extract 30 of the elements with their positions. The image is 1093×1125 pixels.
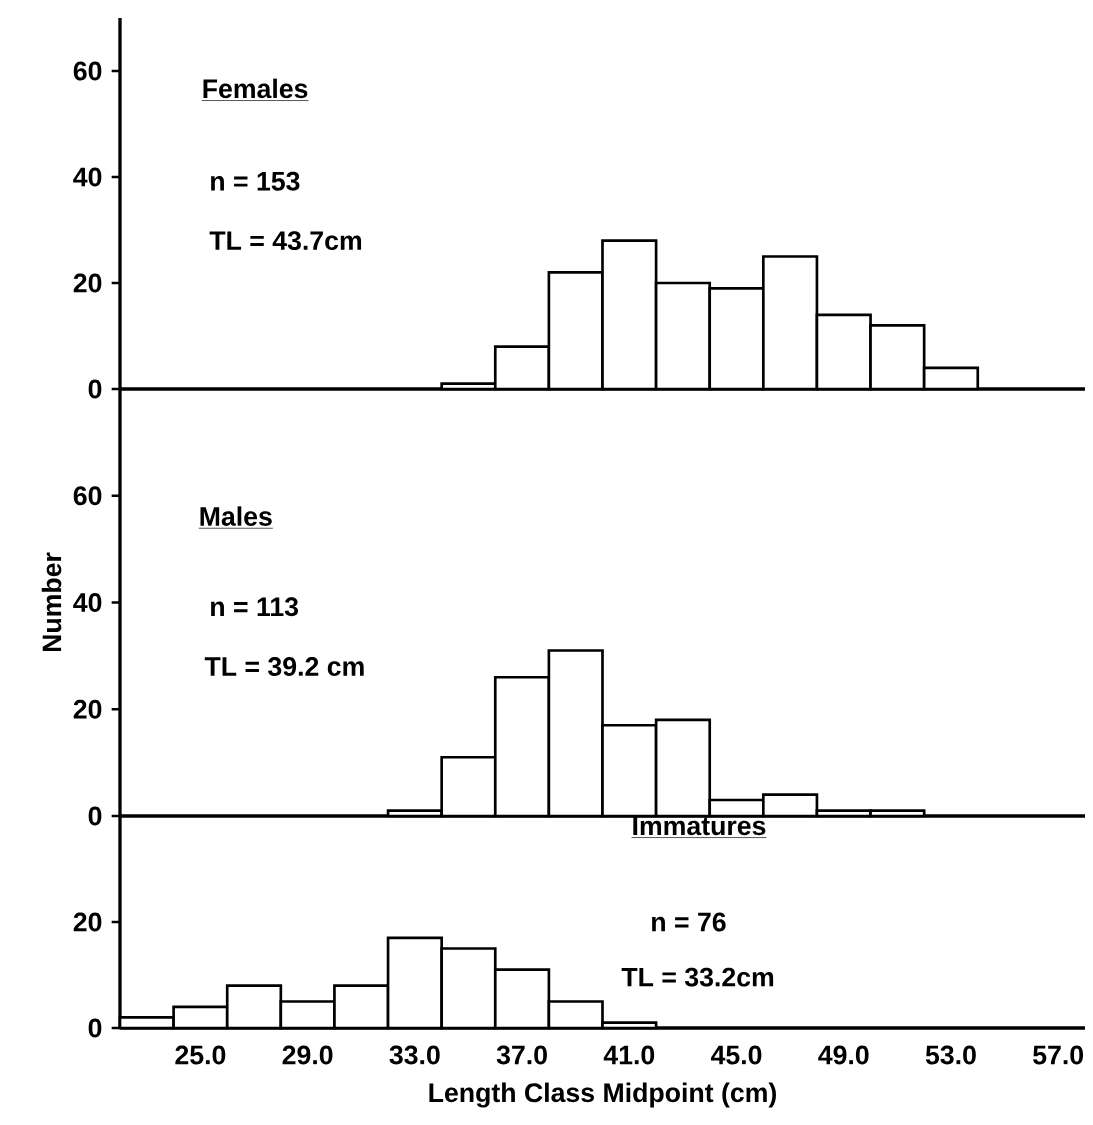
y-tick-label: 40	[73, 167, 102, 187]
annotation: TL = 33.2cm	[621, 967, 774, 987]
y-tick-label: 20	[73, 699, 102, 719]
chart-title: Immatures	[633, 816, 766, 836]
x-tick-label: 29.0	[282, 1045, 333, 1065]
annotation: TL = 39.2 cm	[204, 657, 364, 676]
x-tick-label: 49.0	[818, 1045, 869, 1065]
y-tick-label: 20	[73, 273, 102, 293]
x-tick-label: 45.0	[710, 1045, 762, 1065]
annotation: n = 113	[211, 597, 299, 617]
y-axis-title: Number	[41, 552, 62, 652]
y-tick-label: 60	[73, 486, 102, 506]
x-tick-label: 57.0	[1033, 1045, 1084, 1065]
annotation: n = 153	[211, 171, 300, 191]
x-tick-label: 33.0	[389, 1045, 440, 1065]
x-tick-label: 41.0	[603, 1045, 655, 1065]
y-tick-label: 40	[73, 593, 102, 612]
x-tick-label: 53.0	[925, 1045, 976, 1065]
annotation: TL = 43.7cm	[209, 231, 362, 251]
annotation: n = 76	[652, 912, 726, 932]
y-tick-label: 60	[73, 61, 102, 81]
x-tick-label: 37.0	[496, 1045, 547, 1065]
y-tick-label: 20	[73, 912, 102, 932]
y-tick-label: 0	[88, 1018, 102, 1038]
y-tick-label: 0	[88, 806, 102, 826]
y-tick-label: 0	[88, 379, 102, 399]
x-tick-label: 25.0	[175, 1045, 226, 1065]
x-axis-title: Length Class Midpoint (cm)	[429, 1082, 776, 1108]
text: Males	[200, 506, 272, 526]
text: Females	[203, 78, 308, 99]
